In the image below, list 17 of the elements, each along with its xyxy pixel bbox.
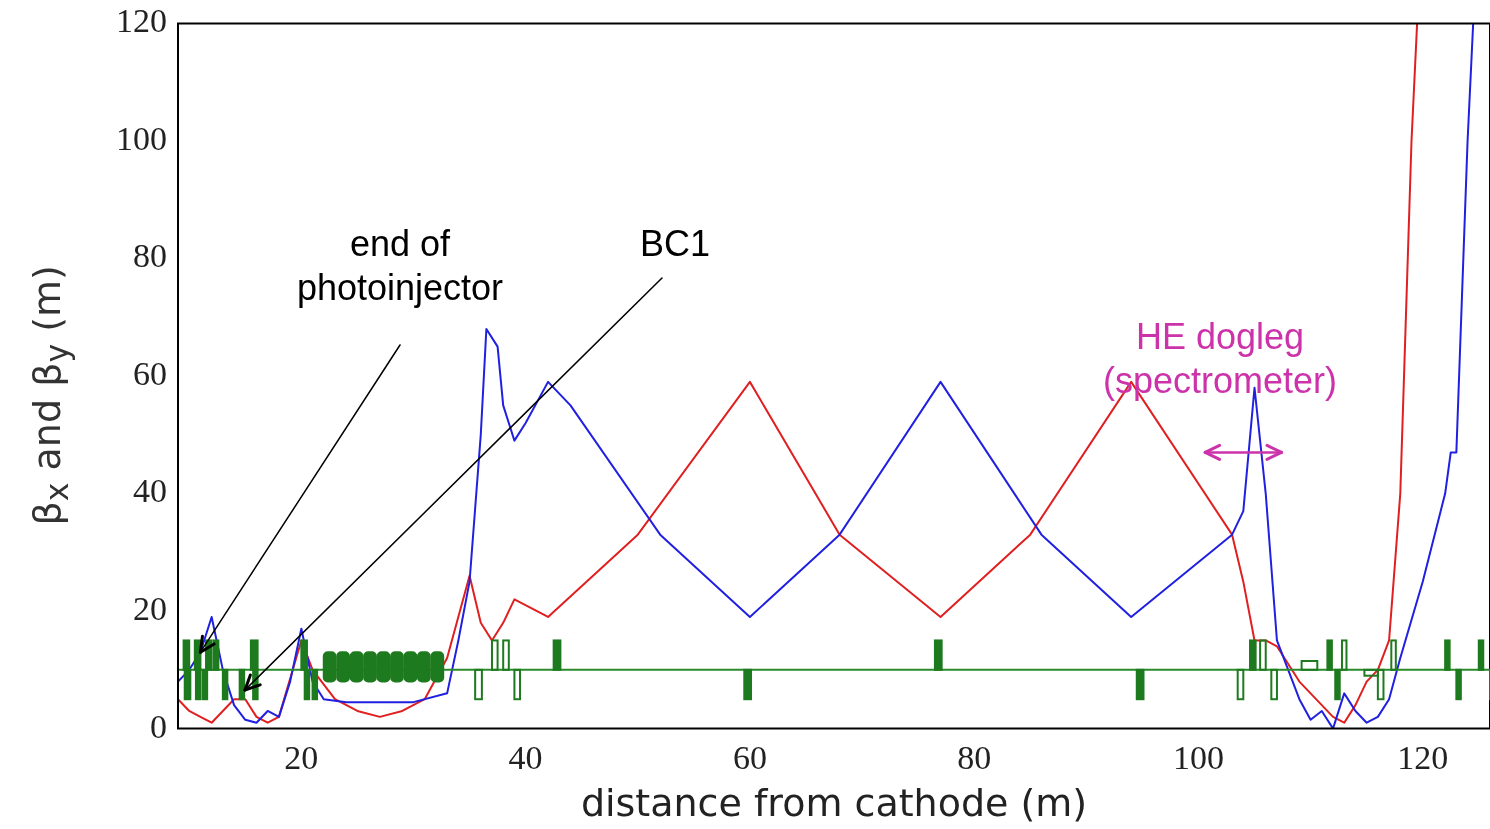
y-tick-label: 20 <box>133 589 167 627</box>
x-tick-label: 100 <box>1172 738 1224 776</box>
y-tick-label: 100 <box>116 119 167 157</box>
x-tick-label: 60 <box>732 738 767 776</box>
y-tick-label: 40 <box>133 472 167 510</box>
annotation: end of photoinjector <box>295 222 505 310</box>
y-tick-label: 120 <box>116 2 167 40</box>
x-tick-label: 20 <box>284 738 319 776</box>
x-tick-label: 40 <box>508 738 543 776</box>
x-tick-label: 120 <box>1397 738 1449 776</box>
y-tick-label: 80 <box>133 237 167 275</box>
annotation: BC1 <box>639 222 711 266</box>
annotation: HE dogleg (spectrometer) <box>1101 315 1339 403</box>
y-tick-label: 60 <box>133 354 167 392</box>
x-axis-title: distance from cathode (m) <box>580 781 1088 826</box>
y-tick-label: 0 <box>150 707 167 745</box>
x-tick-label: 80 <box>957 738 992 776</box>
